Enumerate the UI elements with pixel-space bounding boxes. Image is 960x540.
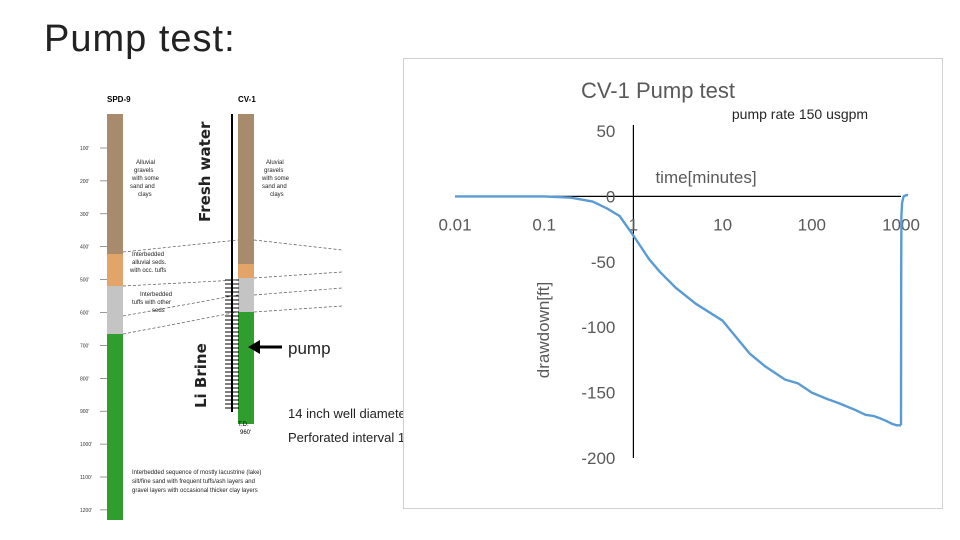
li-brine-label: Li Brine — [192, 343, 210, 408]
depth-tick-label: 100' — [80, 146, 89, 152]
unit-text-3: Interbedded tuffs with other seds — [132, 292, 172, 314]
well-screen-perforations — [225, 279, 239, 409]
pump-note: pump — [288, 339, 331, 358]
depth-scale: 100' 200' 300' 400' 500' 600' 700' 800' 900' 1000… — [80, 146, 107, 514]
x-tick-label: 0.01 — [438, 215, 471, 234]
depth-tick-label: 200' — [80, 179, 89, 185]
depth-tick-label: 400' — [80, 245, 89, 251]
spd9-lacustrine-layer — [107, 334, 123, 520]
drawdown-series-line-2 — [899, 193, 909, 426]
well-log-diagram: SPD-9 CV-1 100' 200' 300' 400' 500' 600' 700' 8… — [80, 95, 343, 520]
depth-tick-label: 1100' — [80, 475, 92, 481]
depth-tick-label: 1000' — [80, 442, 92, 448]
td-depth: 960' — [240, 430, 251, 436]
y-axis-label: drawdown[ft] — [534, 282, 553, 378]
chart-subtitle: pump rate 150 usgpm — [732, 106, 868, 122]
depth-tick-label: 500' — [80, 278, 89, 284]
y-tick-label: -100 — [581, 318, 615, 337]
chart-series — [455, 193, 909, 427]
cv1-unit-text-1: Aluvial gravels with some sand and clays — [261, 160, 290, 198]
y-tick-label: -200 — [581, 449, 615, 468]
spd9-tuff-layer — [107, 286, 123, 334]
y-tick-label: -50 — [591, 253, 616, 272]
perforated-interval-note: Perforated interval 116 m — [288, 430, 433, 445]
depth-tick-label: 1200' — [80, 508, 92, 514]
depth-tick-label: 800' — [80, 376, 89, 382]
x-tick-label: 0.1 — [532, 215, 556, 234]
depth-tick-label: 600' — [80, 311, 89, 317]
well-label-cv1: CV-1 — [238, 95, 256, 104]
pump-test-chart: CV-1 Pump test pump rate 150 usgpm time[… — [438, 78, 919, 468]
depth-tick-label: 700' — [80, 343, 89, 349]
depth-tick-label: 900' — [80, 409, 89, 415]
cv1-alluvial-layer — [238, 114, 254, 264]
spd9-alluvial-layer — [107, 114, 123, 254]
y-tick-label: 0 — [606, 187, 615, 206]
spd9-unit-text-1: Alluvial gravels with some sand and clays — [130, 160, 160, 198]
chart-title: CV-1 Pump test — [581, 78, 735, 103]
unit-text-2: Interbedded alluvial seds. with occ. tuffs — [129, 252, 167, 274]
cv1-lacustrine-layer — [238, 312, 254, 424]
y-tick-label: 50 — [596, 122, 615, 141]
depth-tick-label: 300' — [80, 212, 89, 218]
fresh-water-label: Fresh water — [196, 121, 214, 222]
well-diameter-note: 14 inch well diameter — [288, 406, 411, 421]
cv1-tuff-layer — [238, 278, 254, 312]
cv1-interbedded-alluvial-layer — [238, 264, 254, 278]
spd9-interbedded-alluvial-layer — [107, 254, 123, 286]
pump-arrow-icon — [248, 340, 282, 354]
x-tick-label: 100 — [798, 215, 826, 234]
well-label-spd9: SPD-9 — [107, 95, 131, 104]
slide-title: Pump test: — [44, 18, 236, 60]
x-tick-label: 1 — [629, 215, 638, 234]
td-label: T.D. — [238, 422, 249, 428]
y-tick-label: -150 — [581, 384, 615, 403]
correlation-lines — [122, 239, 343, 335]
drawdown-series-line-1 — [455, 195, 901, 427]
x-axis-label: time[minutes] — [655, 168, 756, 187]
x-tick-label: 10 — [713, 215, 732, 234]
unit-text-4: Interbedded sequence of mostly lacustrin… — [132, 470, 263, 494]
